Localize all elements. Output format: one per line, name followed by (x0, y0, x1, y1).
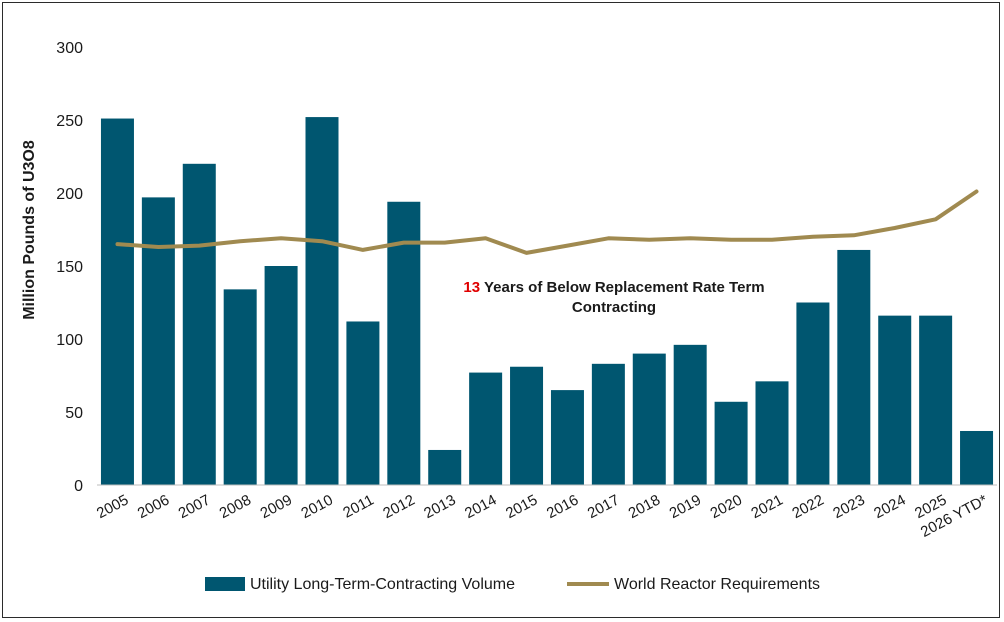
y-axis-ticks: 0 50 100 150 200 250 300 (56, 40, 83, 495)
x-tick-label: 2017 (585, 492, 622, 523)
x-tick-label: 2014 (462, 492, 499, 523)
x-axis-ticks: 2005 2006 2007 2008 2009 2010 2011 2012 2013 2014… (94, 491, 991, 540)
bar-2006 (141, 197, 175, 485)
bar-2011 (346, 321, 380, 485)
y-tick-label: 100 (56, 332, 83, 349)
bar-2020 (714, 401, 748, 485)
bar-2018 (632, 353, 666, 485)
bar-2005 (100, 118, 134, 485)
y-tick-label: 250 (56, 113, 83, 130)
bar-2022 (796, 302, 830, 485)
bar-2014 (469, 372, 503, 485)
y-tick-label: 0 (74, 478, 83, 495)
x-tick-label: 2015 (503, 492, 540, 523)
bar-2008 (223, 289, 257, 485)
bar-2007 (182, 163, 216, 486)
bar-2009 (264, 266, 298, 485)
bar-2021 (755, 381, 789, 485)
x-tick-label: 2008 (217, 492, 254, 523)
x-tick-label: 2024 (871, 492, 908, 523)
x-tick-label: 2005 (94, 492, 131, 523)
x-tick-label: 2022 (789, 492, 826, 523)
annotation-line-1: 13 Years of Below Replacement Rate Term (463, 279, 764, 296)
legend-label-bars: Utility Long-Term-Contracting Volume (250, 576, 515, 593)
x-tick-label: 2012 (380, 492, 417, 523)
x-tick-label: 2016 (544, 492, 581, 523)
legend: Utility Long-Term-Contracting Volume Wor… (205, 576, 820, 593)
bar-2025 (919, 315, 953, 485)
y-tick-label: 150 (56, 259, 83, 276)
bar-2016 (550, 390, 584, 485)
x-tick-label: 2019 (667, 492, 704, 523)
x-tick-label: 2013 (421, 492, 458, 523)
annotation-line-2: Contracting (572, 299, 656, 316)
y-tick-label: 300 (56, 40, 83, 57)
x-tick-label: 2010 (298, 492, 335, 523)
bar-2015 (510, 366, 544, 485)
annotation-number: 13 (463, 279, 480, 296)
x-tick-label: 2009 (258, 492, 295, 523)
line-series (115, 189, 979, 255)
bar-2010 (305, 117, 339, 485)
bar-2026-ytd (960, 430, 994, 485)
x-tick-label: 2021 (748, 492, 785, 523)
y-tick-label: 50 (65, 405, 83, 422)
y-axis-title: Million Pounds of U3O8 (21, 140, 38, 320)
bar-2019 (673, 344, 707, 485)
x-tick-label: 2007 (176, 492, 213, 523)
legend-swatch-bars (205, 577, 245, 591)
x-tick-label: 2018 (626, 492, 663, 523)
y-tick-label: 200 (56, 186, 83, 203)
legend-label-line: World Reactor Requirements (614, 576, 820, 593)
x-tick-label: 2023 (830, 492, 867, 523)
x-tick-label: 2020 (708, 492, 745, 523)
bar-2024 (878, 315, 912, 485)
bar-2023 (837, 249, 871, 485)
annotation-text: Years of Below Replacement Rate Term (480, 279, 765, 296)
x-tick-label: 2011 (340, 492, 376, 522)
bar-2012 (387, 201, 421, 485)
bar-2017 (591, 363, 625, 485)
x-tick-label: 2006 (135, 492, 172, 523)
bar-series (100, 117, 994, 486)
bar-2013 (428, 449, 462, 485)
